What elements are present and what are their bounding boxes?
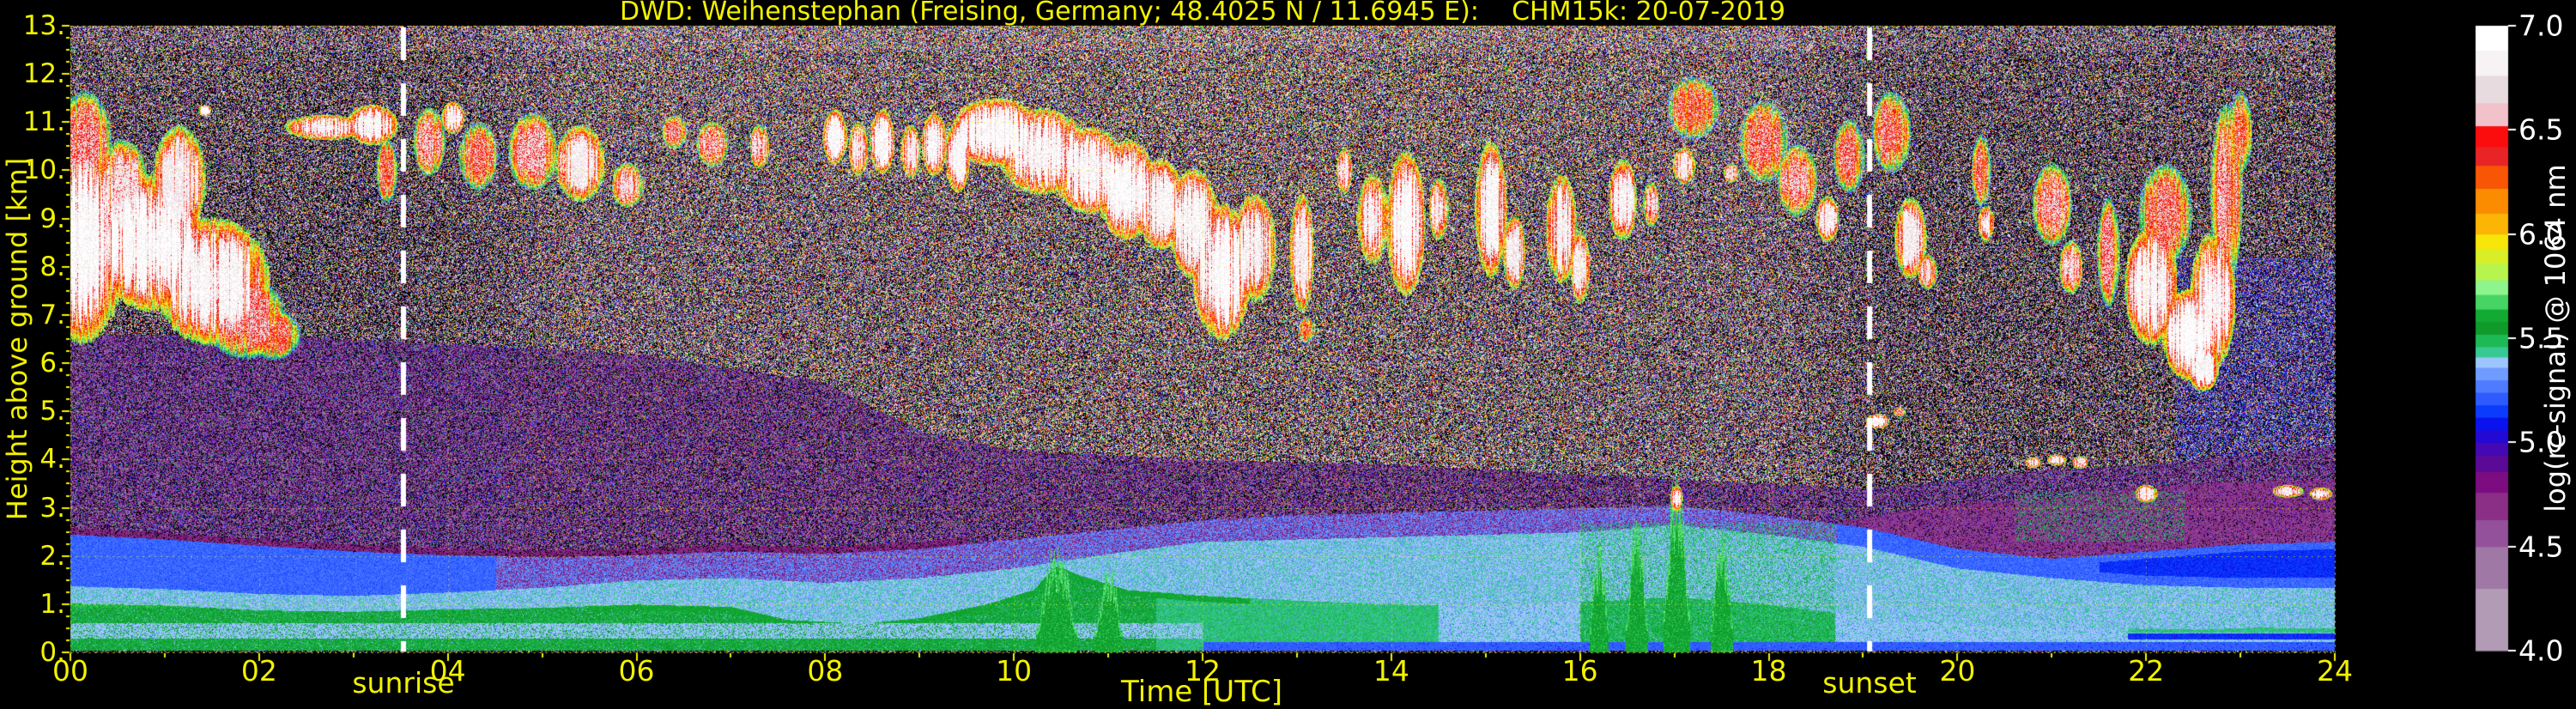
x-tick-label: 06	[618, 654, 655, 688]
y-tick-label: 4.	[39, 444, 65, 476]
y-tick-label: 3.	[39, 492, 65, 524]
y-tick-label: 8.	[39, 251, 65, 282]
y-tick-label: 2.	[39, 540, 65, 572]
y-tick-label: 5.	[39, 396, 65, 427]
colorbar-tick-label: 5.0	[2518, 425, 2564, 459]
x-tick-label: 00	[52, 654, 88, 688]
plot-title: DWD: Weihenstephan (Freising, Germany; 4…	[619, 0, 1786, 27]
x-tick-label: 10	[996, 654, 1033, 688]
y-tick-label: 13.	[22, 10, 65, 41]
sunset-annotation: sunset	[1822, 666, 1917, 700]
y-tick-label: 9.	[39, 203, 65, 234]
x-tick-label: 12	[1185, 654, 1221, 688]
y-tick-label: 1.	[39, 588, 65, 620]
colorbar-tick-label: 6.0	[2518, 217, 2564, 251]
y-tick-label: 0.	[39, 637, 65, 668]
y-tick-label: 12.	[22, 58, 65, 90]
colorbar-tick-label: 5.5	[2518, 321, 2564, 355]
colorbar-tick-label: 7.0	[2518, 9, 2564, 43]
x-tick-label: 16	[1561, 654, 1598, 688]
x-axis-label: Time [UTC]	[1121, 675, 1282, 709]
sunrise-annotation: sunrise	[352, 666, 455, 700]
y-tick-label: 10.	[22, 155, 65, 186]
x-tick-label: 02	[240, 654, 277, 688]
x-tick-label: 22	[2128, 654, 2165, 688]
y-tick-label: 11.	[22, 106, 65, 138]
colorbar-tick-label: 6.5	[2518, 112, 2564, 147]
colorbar-tick-label: 4.0	[2518, 633, 2564, 668]
x-tick-label: 04	[429, 654, 466, 688]
y-tick-label: 7.	[39, 299, 65, 330]
x-tick-label: 24	[2317, 654, 2353, 688]
y-tick-label: 6.	[39, 348, 65, 379]
x-tick-label: 20	[1939, 654, 1976, 688]
x-tick-label: 08	[807, 654, 844, 688]
x-tick-label: 14	[1373, 654, 1409, 688]
colorbar-tick-label: 4.5	[2518, 530, 2564, 564]
x-tick-label: 18	[1750, 654, 1787, 688]
